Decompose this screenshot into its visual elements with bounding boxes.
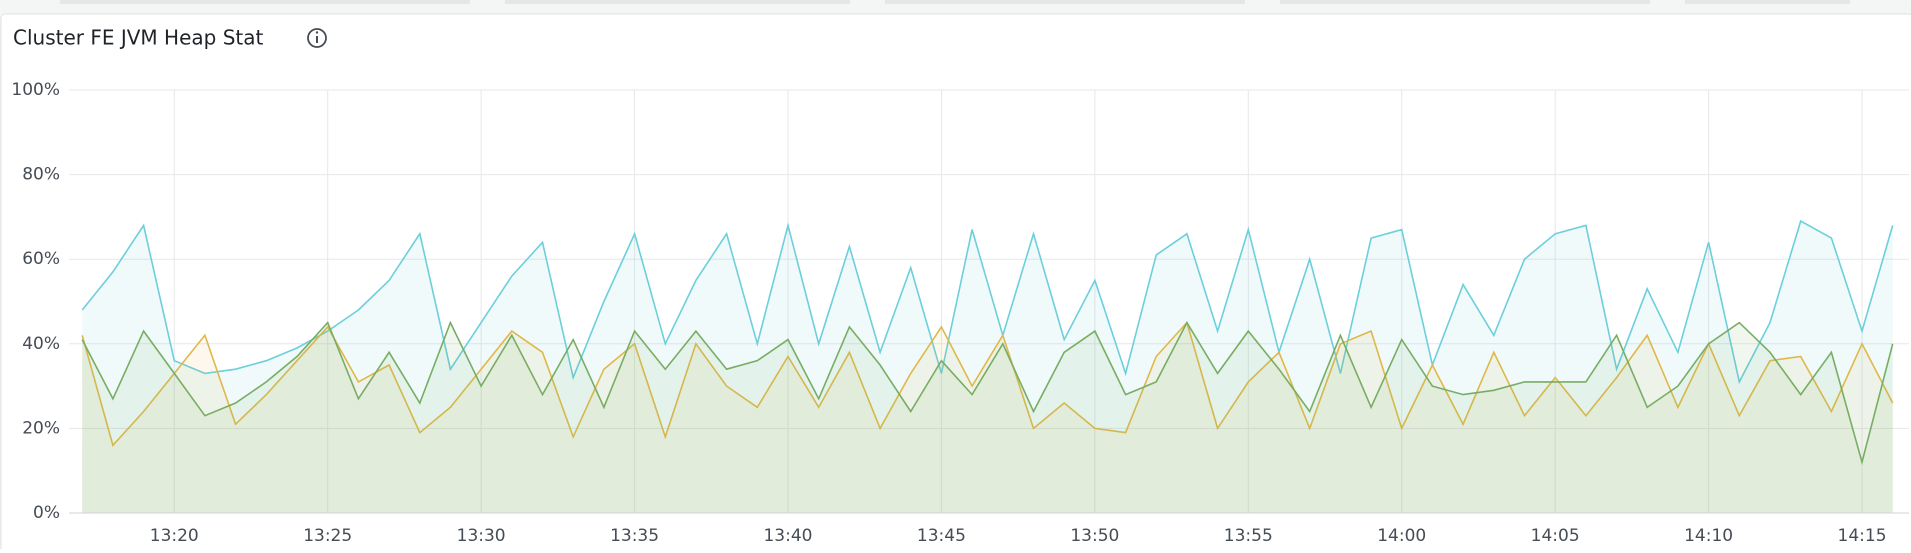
x-tick-label: 13:40 bbox=[763, 526, 812, 546]
x-tick-label: 14:10 bbox=[1684, 526, 1733, 546]
x-tick-label: 13:45 bbox=[917, 526, 966, 546]
x-tick-label: 14:00 bbox=[1377, 526, 1426, 546]
tab bbox=[885, 0, 1245, 4]
series-line bbox=[81, 320, 1894, 466]
info-icon[interactable] bbox=[307, 28, 327, 48]
tab bbox=[1685, 0, 1850, 4]
tab bbox=[505, 0, 850, 4]
series-line bbox=[81, 219, 1894, 385]
x-tick-label: 13:30 bbox=[457, 526, 506, 546]
x-tick-label: 13:55 bbox=[1224, 526, 1273, 546]
y-tick-label: 0% bbox=[33, 503, 60, 523]
y-tick-label: 60% bbox=[22, 249, 60, 269]
y-tick-label: 20% bbox=[22, 418, 60, 438]
chart-title: Cluster FE JVM Heap Stat bbox=[13, 26, 263, 50]
y-tick-label: 100% bbox=[11, 80, 60, 100]
x-tick-label: 13:20 bbox=[150, 526, 199, 546]
tab bbox=[1280, 0, 1650, 4]
tab bbox=[60, 0, 470, 4]
series-area bbox=[82, 322, 1893, 513]
panel bbox=[0, 13, 1911, 553]
x-tick-label: 13:25 bbox=[303, 526, 352, 546]
series-area bbox=[82, 322, 1893, 513]
y-tick-label: 80% bbox=[22, 165, 60, 185]
series-line bbox=[81, 321, 1894, 447]
y-tick-label: 40% bbox=[22, 334, 60, 354]
x-tick-label: 14:15 bbox=[1838, 526, 1887, 546]
x-tick-label: 13:35 bbox=[610, 526, 659, 546]
x-tick-label: 14:05 bbox=[1531, 526, 1580, 546]
x-tick-label: 13:50 bbox=[1070, 526, 1119, 546]
series-area bbox=[82, 221, 1893, 513]
